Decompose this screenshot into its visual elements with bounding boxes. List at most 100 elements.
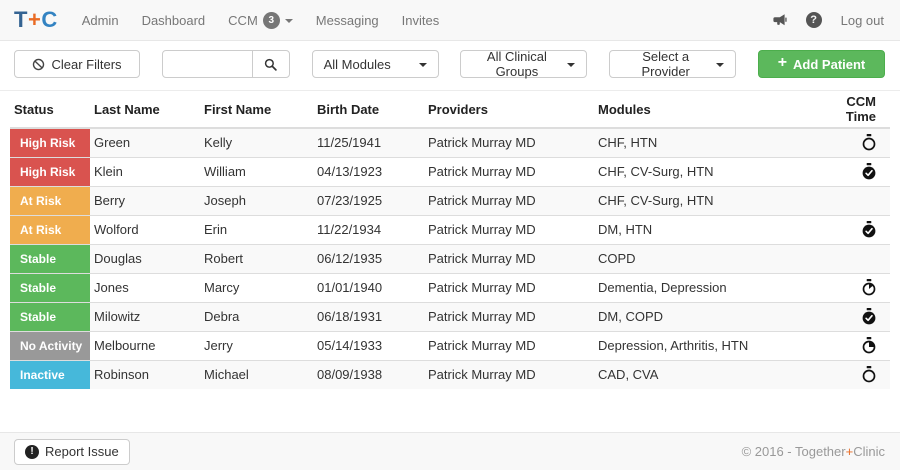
modules-cell: Dementia, Depression: [594, 272, 815, 302]
patient-table-body: High Risk Green Kelly 11/25/1941 Patrick Mur…: [10, 127, 890, 389]
chevron-down-icon: [284, 19, 293, 23]
table-row[interactable]: No Activity Melbourne Jerry 05/14/1933 Patri…: [10, 330, 890, 360]
last-name-cell: Berry: [90, 185, 200, 215]
column-header-first-name[interactable]: First Name: [200, 91, 313, 129]
column-header-providers[interactable]: Providers: [424, 91, 594, 129]
add-patient-label: Add Patient: [793, 56, 866, 72]
birth-date-cell: 08/09/1938: [313, 359, 424, 389]
first-name-cell: Kelly: [200, 127, 313, 157]
ccm-time-cell: [815, 185, 890, 215]
app-logo[interactable]: T+C: [14, 7, 58, 33]
table-row[interactable]: At Risk Berry Joseph 07/23/1925 Patrick Murr…: [10, 185, 890, 215]
main-nav: Admin Dashboard CCM 3 Messaging Invites: [81, 11, 463, 29]
first-name-cell: Michael: [200, 359, 313, 389]
status-badge: Stable: [10, 272, 90, 302]
logout-link[interactable]: Log out: [840, 12, 884, 28]
nav-item-invites[interactable]: Invites: [401, 12, 440, 28]
clear-filters-button[interactable]: Clear Filters: [14, 50, 140, 78]
filter-table-divider: [0, 90, 900, 91]
status-badge: Stable: [10, 243, 90, 273]
birth-date-cell: 04/13/1923: [313, 156, 424, 186]
providers-cell: Patrick Murray MD: [424, 214, 594, 244]
status-badge: Inactive: [10, 359, 90, 389]
first-name-cell: Robert: [200, 243, 313, 273]
stopwatch-quarter-icon: [862, 337, 876, 354]
nav-item-messaging[interactable]: Messaging: [315, 12, 379, 28]
last-name-cell: Green: [90, 127, 200, 157]
stopwatch-complete-icon: [862, 163, 876, 180]
providers-cell: Patrick Murray MD: [424, 359, 594, 389]
providers-cell: Patrick Murray MD: [424, 156, 594, 186]
footer: ! Report Issue © 2016 - Together+Clinic: [0, 432, 900, 470]
provider-dropdown[interactable]: Select a Provider: [609, 49, 737, 79]
provider-dropdown-value: Select a Provider: [641, 49, 690, 79]
nav-item-ccm[interactable]: CCM 3: [228, 11, 293, 29]
help-icon[interactable]: ?: [805, 12, 822, 28]
search-input[interactable]: [161, 50, 253, 78]
column-header-ccm-time[interactable]: CCM Time: [815, 91, 890, 129]
table-row[interactable]: Stable Jones Marcy 01/01/1940 Patrick Murray…: [10, 272, 890, 302]
table-row[interactable]: High Risk Klein William 04/13/1923 Patrick M…: [10, 156, 890, 186]
nav-item-dashboard[interactable]: Dashboard: [141, 12, 206, 28]
last-name-cell: Douglas: [90, 243, 200, 273]
column-header-birth-date[interactable]: Birth Date: [313, 91, 424, 129]
table-row[interactable]: Stable Douglas Robert 06/12/1935 Patrick Mur…: [10, 243, 890, 273]
column-header-status[interactable]: Status: [10, 91, 90, 129]
logo-plus: +: [27, 7, 42, 32]
column-header-last-name[interactable]: Last Name: [90, 91, 200, 129]
column-header-modules[interactable]: Modules: [594, 91, 815, 129]
providers-cell: Patrick Murray MD: [424, 301, 594, 331]
birth-date-cell: 05/14/1933: [313, 330, 424, 360]
status-badge: No Activity: [10, 330, 90, 360]
last-name-cell: Milowitz: [90, 301, 200, 331]
navbar: T+C Admin Dashboard CCM 3 Messaging Invi…: [0, 0, 900, 41]
ccm-count-badge: 3: [262, 11, 280, 29]
stopwatch-empty-icon: [862, 366, 876, 383]
last-name-cell: Wolford: [90, 214, 200, 244]
status-badge: At Risk: [10, 214, 90, 244]
nav-item-ccm-label: CCM: [228, 12, 258, 28]
ccm-time-cell[interactable]: [815, 359, 890, 389]
nav-item-admin[interactable]: Admin: [81, 12, 119, 28]
navbar-right: ? Log out: [771, 12, 884, 28]
ccm-time-cell[interactable]: [815, 156, 890, 186]
first-name-cell: William: [200, 156, 313, 186]
logo-letter-t: T: [14, 7, 28, 32]
first-name-cell: Debra: [200, 301, 313, 331]
status-badge: At Risk: [10, 185, 90, 215]
modules-cell: CHF, CV-Surg, HTN: [594, 156, 815, 186]
question-circle-icon: ?: [805, 12, 822, 28]
ban-icon: [33, 58, 45, 70]
megaphone-icon[interactable]: [771, 13, 787, 28]
providers-cell: Patrick Murray MD: [424, 185, 594, 215]
birth-date-cell: 06/12/1935: [313, 243, 424, 273]
modules-cell: DM, COPD: [594, 301, 815, 331]
table-row[interactable]: High Risk Green Kelly 11/25/1941 Patrick Mur…: [10, 127, 890, 157]
providers-cell: Patrick Murray MD: [424, 127, 594, 157]
patient-table-container: Status Last Name First Name Birth Date Provi…: [0, 91, 900, 389]
birth-date-cell: 01/01/1940: [313, 272, 424, 302]
copyright-text: © 2016 - Together+Clinic: [741, 444, 885, 459]
ccm-time-cell[interactable]: [815, 127, 890, 157]
table-row[interactable]: Inactive Robinson Michael 08/09/1938 Patrick…: [10, 359, 890, 389]
clear-filters-label: Clear Filters: [51, 56, 122, 72]
search-button[interactable]: [251, 50, 290, 78]
ccm-time-cell[interactable]: [815, 272, 890, 302]
table-row[interactable]: At Risk Wolford Erin 11/22/1934 Patrick Murr…: [10, 214, 890, 244]
first-name-cell: Jerry: [200, 330, 313, 360]
clinical-groups-dropdown[interactable]: All Clinical Groups: [460, 49, 588, 79]
report-issue-button[interactable]: ! Report Issue: [14, 438, 130, 465]
patient-search-group: [161, 50, 290, 78]
ccm-time-cell[interactable]: [815, 330, 890, 360]
last-name-cell: Robinson: [90, 359, 200, 389]
table-row[interactable]: Stable Milowitz Debra 06/18/1931 Patrick Mur…: [10, 301, 890, 331]
ccm-time-cell[interactable]: [815, 301, 890, 331]
modules-cell: COPD: [594, 243, 815, 273]
providers-cell: Patrick Murray MD: [424, 243, 594, 273]
last-name-cell: Klein: [90, 156, 200, 186]
add-patient-button[interactable]: + Add Patient: [757, 50, 885, 78]
modules-dropdown[interactable]: All Modules: [311, 50, 439, 78]
stopwatch-partial-icon: [862, 279, 876, 296]
ccm-time-cell[interactable]: [815, 214, 890, 244]
table-header-row: Status Last Name First Name Birth Date Provi…: [10, 91, 890, 129]
